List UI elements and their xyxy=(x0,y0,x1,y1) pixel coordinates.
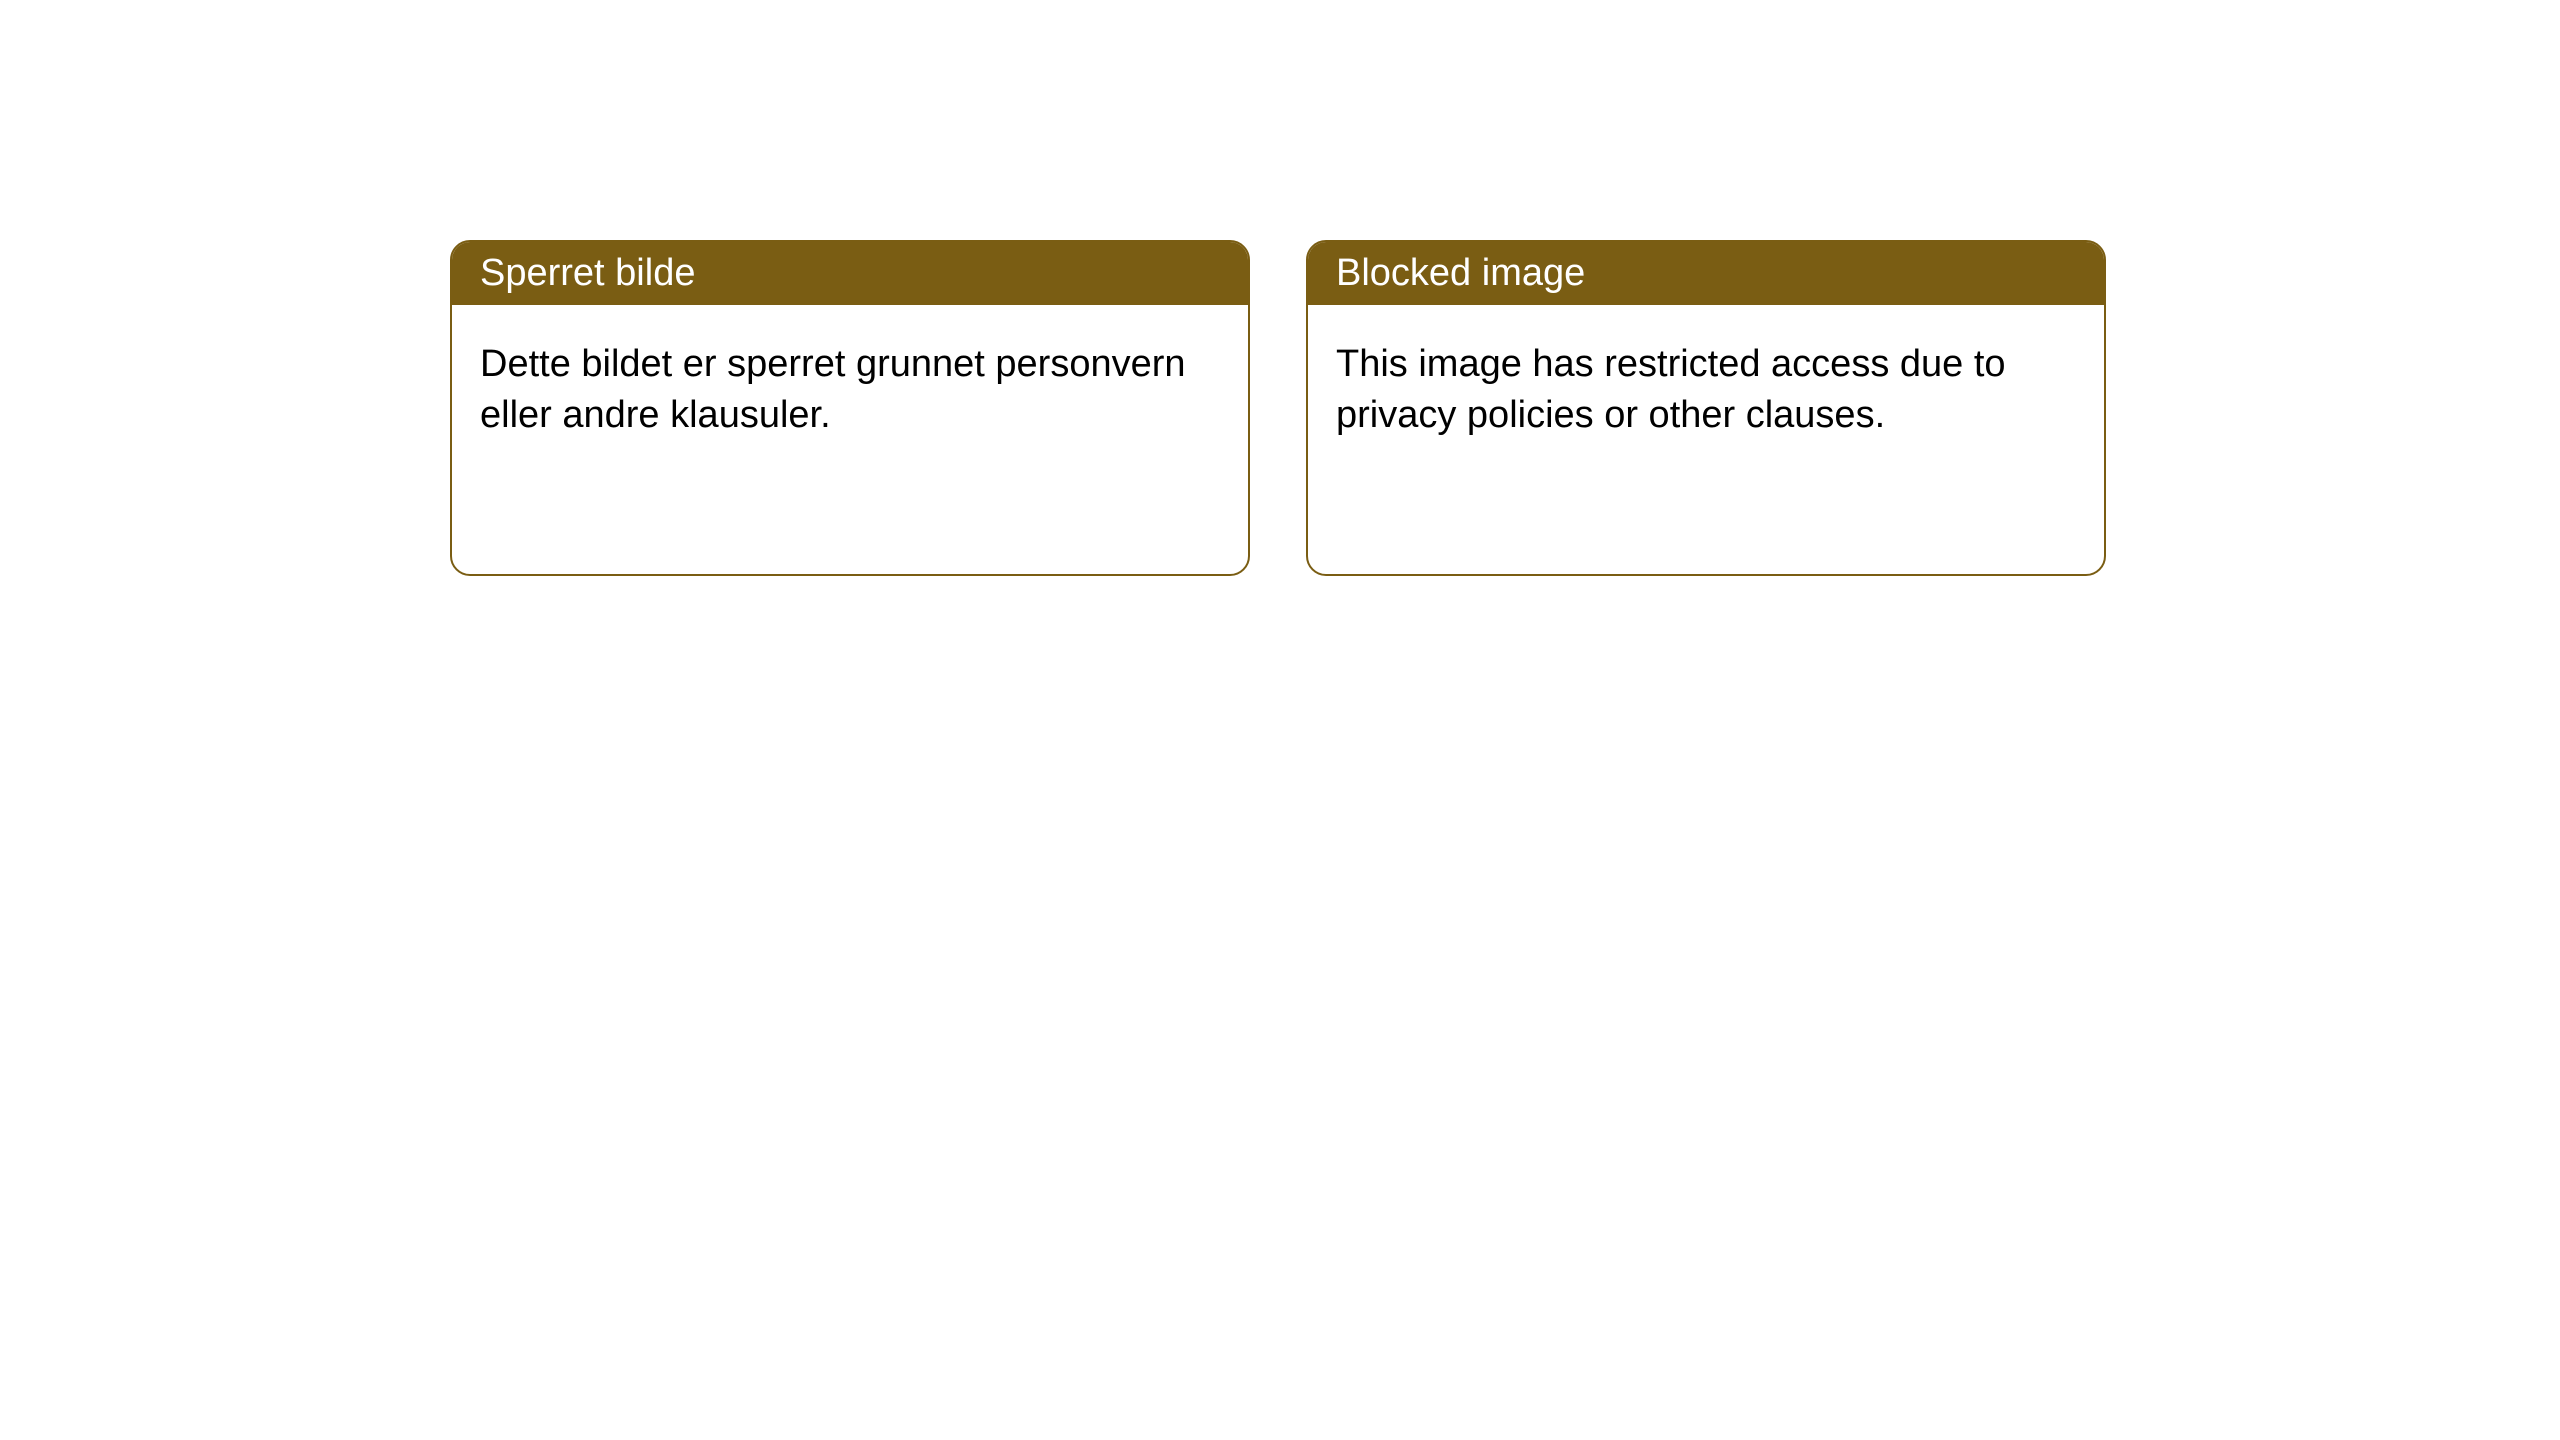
notice-title: Sperret bilde xyxy=(480,252,695,294)
notice-container: Sperret bilde Dette bildet er sperret gr… xyxy=(450,240,2106,576)
notice-header: Sperret bilde xyxy=(452,242,1248,305)
notice-title: Blocked image xyxy=(1336,252,1585,294)
notice-body: This image has restricted access due to … xyxy=(1308,305,2104,476)
notice-card-norwegian: Sperret bilde Dette bildet er sperret gr… xyxy=(450,240,1250,576)
notice-header: Blocked image xyxy=(1308,242,2104,305)
notice-card-english: Blocked image This image has restricted … xyxy=(1306,240,2106,576)
notice-body: Dette bildet er sperret grunnet personve… xyxy=(452,305,1248,476)
notice-body-text: This image has restricted access due to … xyxy=(1336,343,2006,436)
notice-body-text: Dette bildet er sperret grunnet personve… xyxy=(480,343,1186,436)
